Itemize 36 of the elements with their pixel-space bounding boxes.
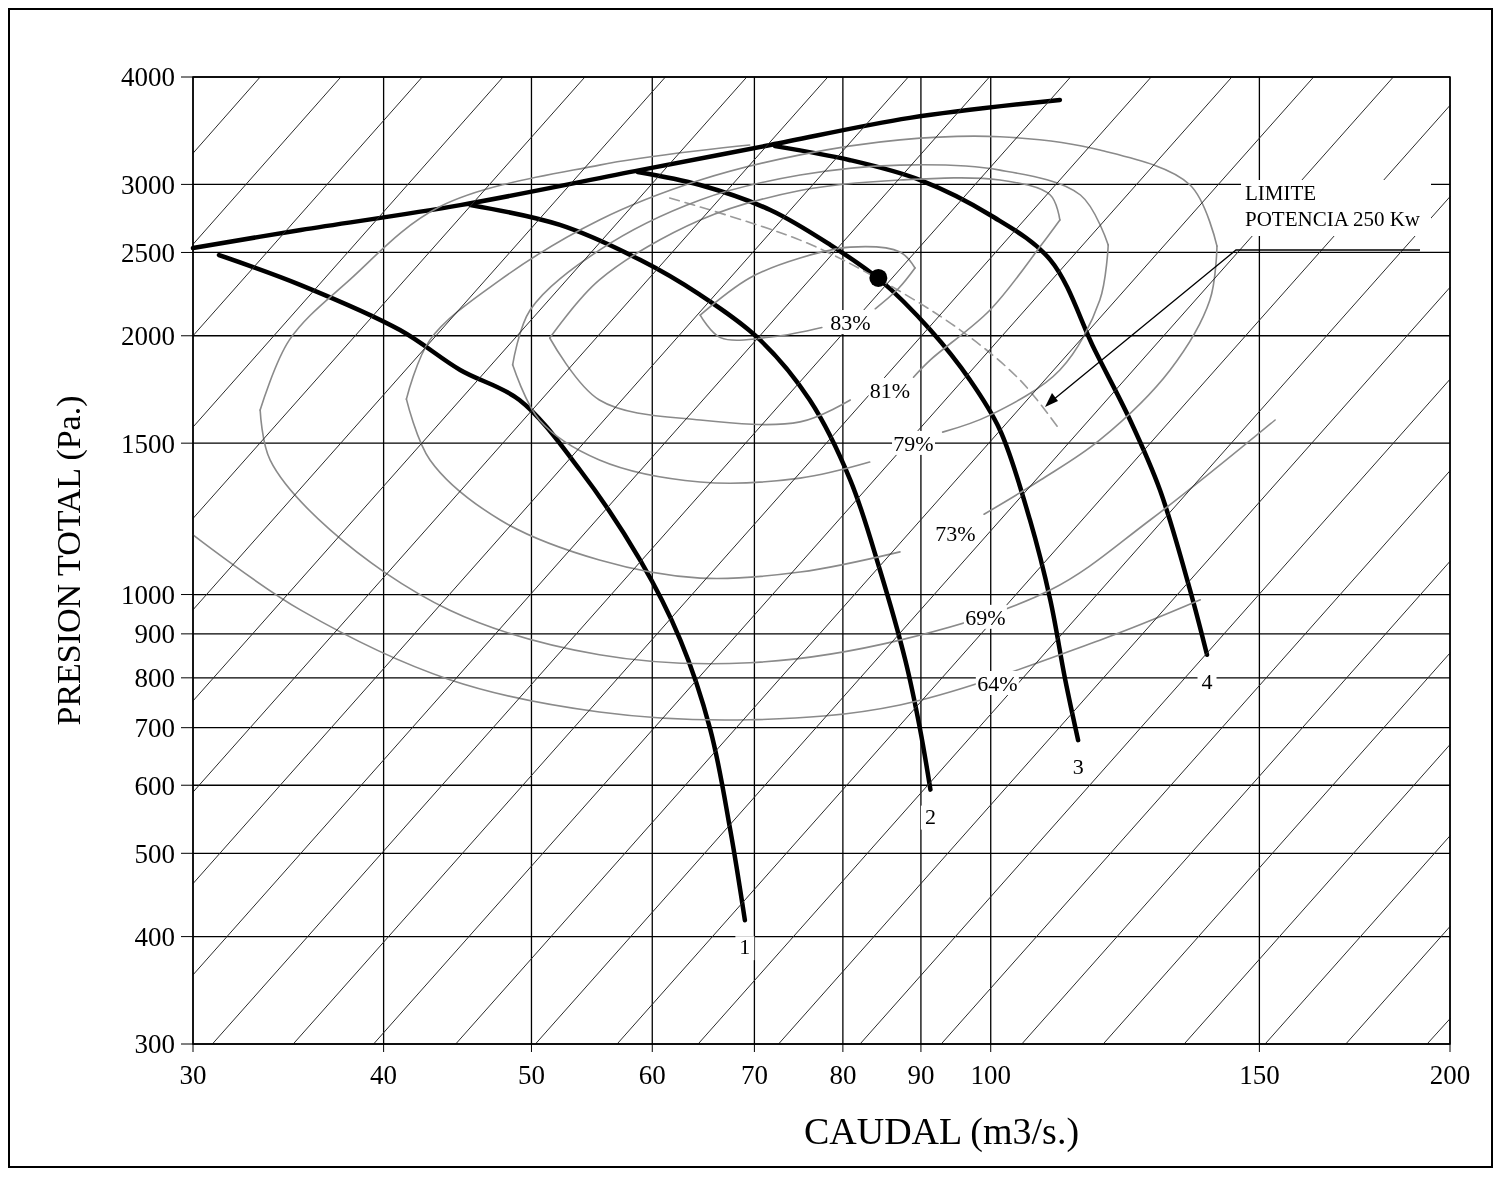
y-axis-title: PRESION TOTAL (Pa.) <box>50 395 88 726</box>
y-tick-label: 1000 <box>121 579 175 610</box>
series-label: 3 <box>1072 754 1084 780</box>
x-tick-label: 80 <box>829 1060 857 1090</box>
y-tick-label: 900 <box>134 619 175 650</box>
y-tick-label: 500 <box>134 838 175 869</box>
y-tick-label: 3000 <box>121 169 175 200</box>
y-tick-label: 2500 <box>121 237 175 268</box>
annotation: 69% <box>965 604 1006 630</box>
annotation: 64% <box>977 670 1018 696</box>
x-tick-label: 30 <box>179 1060 207 1090</box>
series-label: 1 <box>739 934 751 960</box>
x-tick-label: 100 <box>970 1060 1011 1090</box>
y-tick-label: 400 <box>134 922 175 953</box>
y-tick-label: 600 <box>134 770 175 801</box>
x-tick-label: 60 <box>638 1060 666 1090</box>
y-tick-label: 700 <box>134 713 175 744</box>
y-tick-label: 300 <box>134 1029 175 1060</box>
y-tick-label: 1500 <box>121 428 175 459</box>
x-axis-title: CAUDAL (m3/s.) <box>803 1110 1080 1153</box>
x-tick-label: 70 <box>740 1060 768 1090</box>
x-tick-label: 150 <box>1239 1060 1280 1090</box>
series-label: 4 <box>1201 668 1213 694</box>
annotation: 83% <box>830 309 871 335</box>
annotation: 73% <box>935 520 976 546</box>
annotation: LIMITE POTENCIA 250 Kw <box>1245 181 1421 231</box>
y-tick-label: 800 <box>134 663 175 694</box>
x-tick-label: 40 <box>370 1060 398 1090</box>
annotation: 79% <box>893 430 934 456</box>
annotation: 81% <box>869 377 911 403</box>
y-tick-label: 2000 <box>121 321 175 352</box>
y-tick-label: 4000 <box>121 62 175 93</box>
series-label: 2 <box>924 803 936 829</box>
x-tick-label: 200 <box>1429 1060 1471 1090</box>
x-tick-label: 50 <box>517 1060 545 1090</box>
x-tick-label: 90 <box>907 1060 935 1090</box>
